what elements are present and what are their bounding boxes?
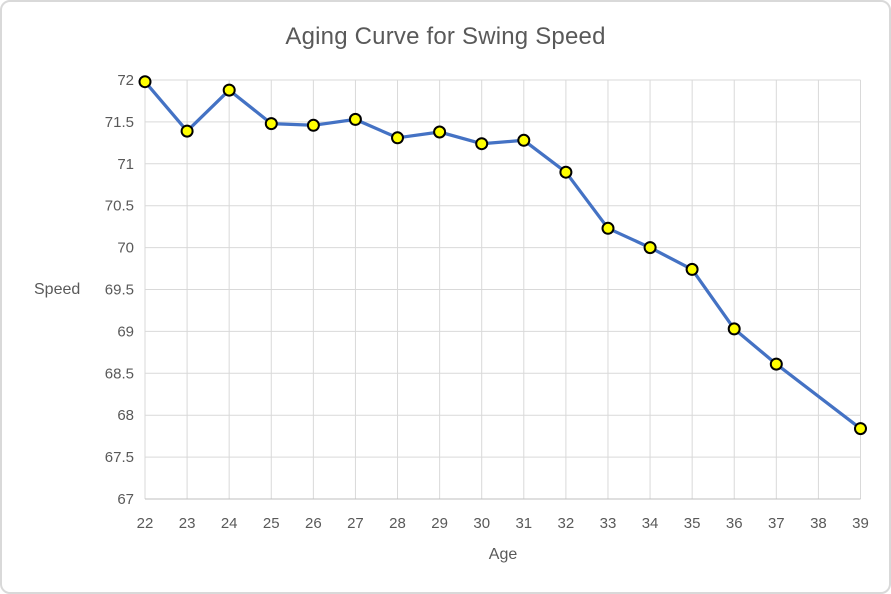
x-tick-label: 27: [347, 515, 364, 532]
data-point-marker: [685, 262, 699, 276]
data-point-marker: [222, 83, 236, 97]
y-tick-label: 68: [117, 407, 134, 424]
y-tick-label: 69.5: [105, 282, 134, 299]
series-line: [143, 80, 863, 431]
x-tick-label: 33: [600, 515, 617, 532]
x-tick-label: 22: [137, 515, 154, 532]
x-tick-label: 23: [179, 515, 196, 532]
x-tick-label: 34: [642, 515, 659, 532]
data-point-marker: [601, 221, 615, 235]
x-tick-label: 37: [768, 515, 785, 532]
x-tick-label: 39: [852, 515, 869, 532]
y-tick-label: 70: [117, 240, 134, 257]
y-tick-label: 67.5: [105, 449, 134, 466]
chart-title: Aging Curve for Swing Speed: [285, 23, 606, 50]
data-point-marker: [391, 131, 404, 145]
data-point-marker: [264, 117, 278, 131]
x-tick-label: 29: [431, 515, 448, 532]
x-tick-label: 36: [726, 515, 743, 532]
x-tick-label: 35: [684, 515, 701, 532]
data-point-marker: [138, 75, 152, 89]
data-point-marker: [517, 133, 531, 147]
data-point-marker: [854, 422, 867, 436]
data-point-marker: [559, 165, 573, 179]
data-point-marker: [306, 118, 320, 132]
data-point-marker: [769, 357, 783, 371]
y-tick-label: 71: [117, 156, 134, 173]
data-point-marker: [475, 137, 489, 151]
data-point-marker: [348, 112, 362, 126]
y-tick-label: 72: [117, 72, 134, 89]
x-axis-title: Age: [488, 546, 518, 563]
y-tick-label: 71.5: [105, 114, 134, 131]
y-axis-title: Speed: [34, 281, 81, 298]
data-point-marker: [643, 241, 657, 255]
y-tick-label: 68.5: [105, 365, 134, 382]
x-tick-label: 24: [221, 515, 238, 532]
y-tick-label: 67: [117, 491, 134, 508]
y-tick-label: 69: [117, 323, 134, 340]
x-tick-label: 32: [558, 515, 575, 532]
y-tick-label: 70.5: [105, 198, 134, 215]
x-tick-label: 30: [473, 515, 490, 532]
x-tick-label: 26: [305, 515, 322, 532]
data-point-marker: [433, 125, 447, 139]
x-tick-label: 38: [810, 515, 827, 532]
x-tick-label: 31: [515, 515, 532, 532]
x-tick-label: 25: [263, 515, 280, 532]
x-tick-label: 28: [389, 515, 406, 532]
data-point-marker: [727, 322, 741, 336]
data-point-marker: [180, 124, 194, 138]
